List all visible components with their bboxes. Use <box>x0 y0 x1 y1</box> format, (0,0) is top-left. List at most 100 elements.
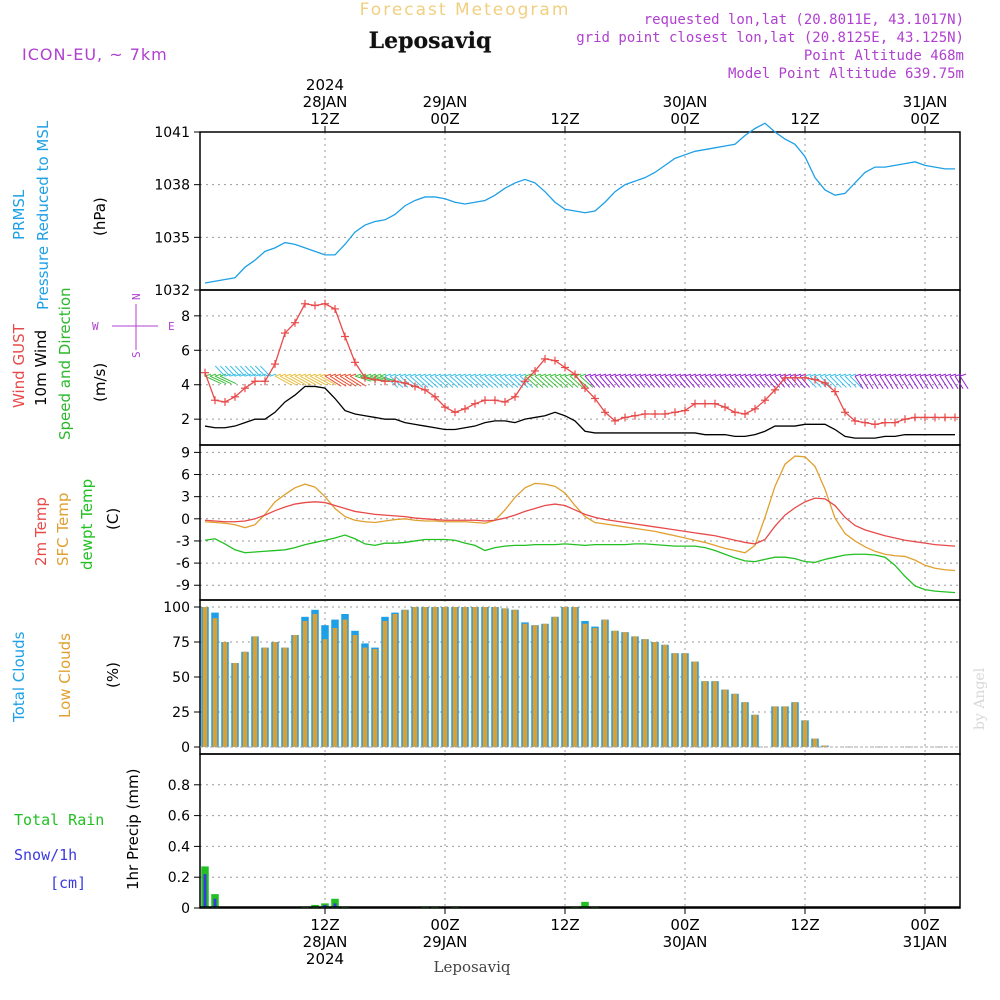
wind-barb-flag <box>434 373 442 377</box>
wind-barb-flag <box>819 373 827 377</box>
wind10m-label: 10m Wind <box>32 330 50 406</box>
y-tick-label: 75 <box>172 635 190 651</box>
wind-barb <box>274 375 292 386</box>
wind-barb-flag <box>424 373 432 377</box>
wind-barb <box>644 375 656 388</box>
wind-barb <box>289 375 307 386</box>
low-cloud-bar <box>212 618 218 747</box>
wind-barb <box>439 375 454 388</box>
wind-barb <box>234 365 246 377</box>
wind-barb <box>499 375 514 388</box>
wind-barb <box>464 375 479 388</box>
wind-barb <box>879 375 889 389</box>
wind-barb <box>299 375 317 386</box>
low-cloud-bar <box>602 619 608 747</box>
y-tick-label: 1035 <box>154 230 190 246</box>
wind-barb-flag <box>399 373 407 377</box>
c-label: (C) <box>104 508 122 530</box>
wind-barb-flag <box>374 373 382 377</box>
wind-barb-flag <box>909 373 917 377</box>
wind-barb-flag <box>724 373 732 377</box>
wind-barb <box>614 375 626 388</box>
y-tick-label: 0.6 <box>168 809 190 825</box>
wind-barb-flag <box>619 373 627 377</box>
wind-barb-flag <box>389 373 397 377</box>
msl-label: Pressure Reduced to MSL <box>34 120 52 310</box>
wind-barb <box>239 365 251 377</box>
ms-label: (m/s) <box>91 363 109 402</box>
wind-barb-flag <box>284 373 292 377</box>
wind-barb <box>539 375 554 388</box>
wind10m-line <box>204 385 955 439</box>
wind-barb-flag <box>824 373 832 377</box>
wind-barb-flag <box>354 373 362 377</box>
top-time-label: 28JAN <box>303 93 348 111</box>
low-cloud-bar <box>382 621 388 747</box>
wind-barb <box>834 375 847 388</box>
model-altitude: Model Point Altitude 639.75m <box>728 66 964 82</box>
wind-barb-flag <box>914 373 922 377</box>
wind-barb-flag <box>614 373 622 377</box>
compass-s: S <box>130 351 143 358</box>
y-tick-label: 0.2 <box>168 870 190 886</box>
wind-barb-flag <box>544 373 552 377</box>
low-cloud-bar <box>682 653 688 747</box>
wind-barb-flag <box>219 373 227 377</box>
low-cloud-bar <box>232 663 238 747</box>
bottom-time-label: 00Z <box>430 916 459 934</box>
snow-bar <box>333 903 337 908</box>
credit: by Angel <box>972 667 988 730</box>
wind-barb <box>419 375 434 388</box>
low-cloud-bar <box>492 607 498 747</box>
wind-barb-flag <box>809 373 817 377</box>
wind-barb-flag <box>464 373 472 377</box>
bottom-time-label: 12Z <box>550 916 579 934</box>
wind-barb-flag <box>929 373 937 377</box>
grid-point-coords: grid point closest lon,lat (20.8125E, 43… <box>576 30 964 46</box>
wind-barb-flag <box>699 373 707 377</box>
wind-barb <box>254 365 266 377</box>
dewpt-line <box>204 534 956 594</box>
panel-frame <box>199 444 961 601</box>
low-cloud-bar <box>642 639 648 747</box>
wind-barb <box>209 375 227 385</box>
wind-barb <box>279 375 297 386</box>
wind-barb-flag <box>579 373 587 377</box>
wind-barb <box>454 375 469 388</box>
wind-barb-flag <box>749 373 757 377</box>
wind-barb <box>639 375 651 388</box>
wind-barb-flag <box>939 373 947 377</box>
wind-barb <box>719 375 731 388</box>
wind-barb-flag <box>814 373 822 377</box>
wind-barb <box>604 375 616 388</box>
low-cloud-bar <box>572 607 578 747</box>
wind-barb-flag <box>269 373 277 377</box>
low-cloud-bar <box>292 635 298 747</box>
wind-barb-flag <box>774 373 782 377</box>
y-tick-label: 6 <box>181 468 190 484</box>
wind-barb <box>329 375 347 387</box>
wind-barb <box>724 375 736 388</box>
wind-barb-flag <box>299 373 307 377</box>
low-cloud-bar <box>392 614 398 747</box>
wind-barb-flag <box>884 373 892 377</box>
wind-barb <box>579 375 594 388</box>
wind-barb-flag <box>639 373 647 377</box>
wind-barb-flag <box>274 373 282 377</box>
wind-barb <box>294 375 312 386</box>
low-cloud-bar <box>442 607 448 747</box>
low-cloud-bar <box>452 607 458 747</box>
wind-barb-flag <box>509 373 517 377</box>
point-altitude: Point Altitude 468m <box>804 48 964 64</box>
wind-barb-flag <box>689 373 697 377</box>
low-cloud-bar <box>552 616 558 747</box>
low-cloud-bar <box>422 607 428 747</box>
wind-barb-flag <box>419 373 427 377</box>
low-cloud-bar <box>502 608 508 747</box>
wind-barb-flag <box>734 373 742 377</box>
wind-barb-flag <box>279 373 287 377</box>
wind-barb <box>674 375 686 388</box>
wind-barb <box>204 375 222 385</box>
wind-barb-flag <box>834 373 842 377</box>
wind-barb-flag <box>489 373 497 377</box>
